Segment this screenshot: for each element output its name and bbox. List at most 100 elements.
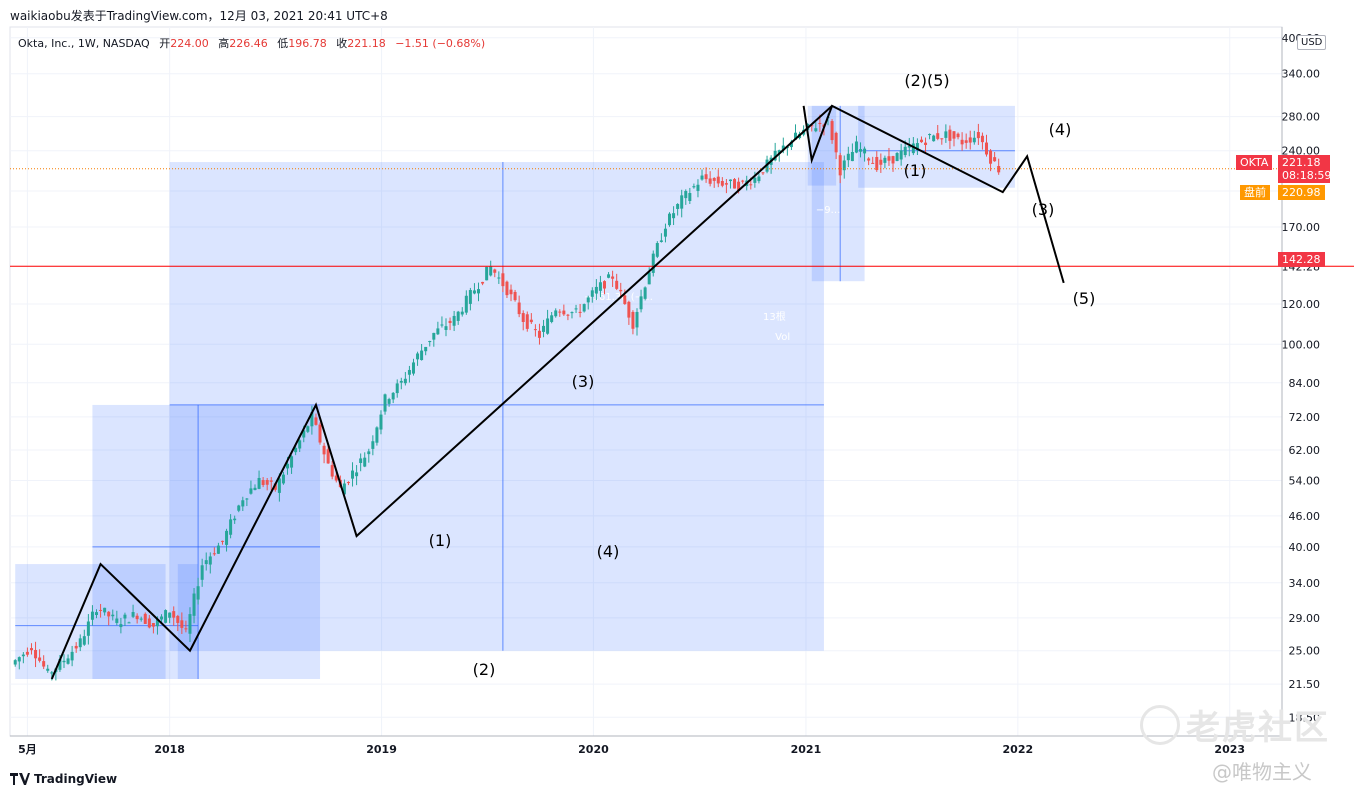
currency-button[interactable]: USD [1297, 35, 1327, 50]
candle-body [253, 487, 257, 491]
candle-body [688, 193, 692, 201]
candle-body [212, 553, 216, 555]
candle-body [86, 621, 90, 636]
candle-body [952, 131, 956, 139]
candle-body [720, 181, 724, 186]
candle-body [741, 180, 745, 182]
candle-body [594, 286, 598, 294]
candle-body [911, 143, 915, 154]
candle-body [684, 190, 688, 199]
time-tick-label: 2022 [1003, 743, 1034, 756]
candle-body [781, 145, 785, 151]
candle-body [290, 456, 294, 468]
candle-body [676, 204, 680, 209]
ruler-label: 13根 [763, 310, 786, 323]
price-tick-label: 120.00 [1282, 298, 1321, 311]
candle-body [326, 449, 330, 464]
candle-body [192, 593, 196, 616]
candle-body [737, 181, 741, 191]
candle-body [143, 613, 147, 624]
candle-body [62, 660, 66, 663]
candle-body [537, 330, 541, 338]
candle-body [216, 545, 220, 554]
candle-body [481, 281, 485, 284]
candle-body [17, 657, 21, 662]
chart-axes: 400.00340.00280.00240.00200.00170.00142.… [10, 27, 1320, 756]
wave-label: (4) [1049, 120, 1072, 139]
candle-body [379, 414, 383, 430]
price-tick-label: 340.00 [1282, 68, 1321, 81]
candle-body [383, 394, 387, 412]
ruler-label: Vol [775, 332, 790, 343]
candle-body [980, 135, 984, 143]
candle-body [241, 500, 245, 507]
candle-body [265, 480, 269, 485]
candle-body [550, 315, 554, 322]
last-price: 221.18 [1282, 156, 1321, 169]
candle-body [879, 159, 883, 165]
candle-body [355, 472, 359, 477]
low-value: 196.78 [288, 37, 327, 50]
candle-body [964, 140, 968, 143]
candle-body [972, 137, 976, 143]
candle-body [542, 325, 546, 332]
measure-box [177, 564, 199, 680]
candle-body [200, 565, 204, 580]
candle-body [623, 295, 627, 305]
candle-body [997, 166, 1001, 173]
candle-body [298, 440, 302, 449]
candle-body [940, 138, 944, 140]
candle-body [615, 280, 619, 289]
candle-body [655, 243, 659, 257]
candle-body [924, 142, 928, 145]
candle-body [403, 378, 407, 384]
publish-info: waikiaobu发表于TradingView.com，12月 03, 2021… [10, 9, 388, 23]
candle-body [428, 341, 432, 343]
time-tick-label: 2023 [1214, 743, 1245, 756]
candle-body [184, 628, 188, 630]
candle-body [58, 659, 62, 670]
candle-body [907, 145, 911, 148]
candle-body [485, 266, 489, 281]
candle-body [261, 480, 265, 486]
candle-body [452, 315, 456, 326]
wave-label: (3) [1032, 200, 1055, 219]
candle-body [704, 174, 708, 180]
tradingview-footer[interactable]: TradingView [10, 772, 117, 786]
candle-body [50, 672, 54, 674]
candle-body [887, 156, 891, 161]
measure-box [169, 162, 824, 651]
wave-label: (1) [429, 531, 452, 550]
candle-body [692, 186, 696, 188]
candle-body [493, 269, 497, 273]
candle-body [546, 318, 550, 334]
candle-body [281, 474, 285, 484]
symbol-legend: Okta, Inc., 1W, NASDAQ 开224.00 高226.46 低… [18, 35, 485, 51]
candle-body [411, 362, 415, 374]
candle-body [643, 287, 647, 299]
tradingview-logo-icon [10, 773, 30, 785]
candle-body [517, 302, 521, 315]
ruler-label: −161.38 (−… [584, 292, 653, 303]
candle-body [521, 313, 525, 322]
candle-body [639, 296, 643, 310]
last-price-tag: 221.18 08:18:59 [1278, 155, 1331, 183]
price-tick-label: 25.00 [1289, 645, 1321, 658]
candle-body [334, 475, 338, 481]
candle-body [635, 311, 639, 328]
watermark-logo-icon [1140, 704, 1180, 745]
symbol-name: Okta, Inc., 1W, NASDAQ [18, 37, 150, 50]
watermark: 老虎社区 [1140, 700, 1330, 749]
candle-body [29, 648, 33, 651]
time-tick-label: 5月 [18, 743, 37, 756]
premarket-price: 220.98 [1278, 185, 1325, 200]
candle-body [204, 560, 208, 565]
candle-body [391, 392, 395, 400]
candle-body [899, 150, 903, 160]
price-tick-label: 170.00 [1282, 221, 1321, 234]
candle-body [468, 290, 472, 304]
candle-body [38, 657, 42, 661]
candle-body [716, 176, 720, 184]
change-value: −1.51 (−0.68%) [395, 37, 486, 50]
